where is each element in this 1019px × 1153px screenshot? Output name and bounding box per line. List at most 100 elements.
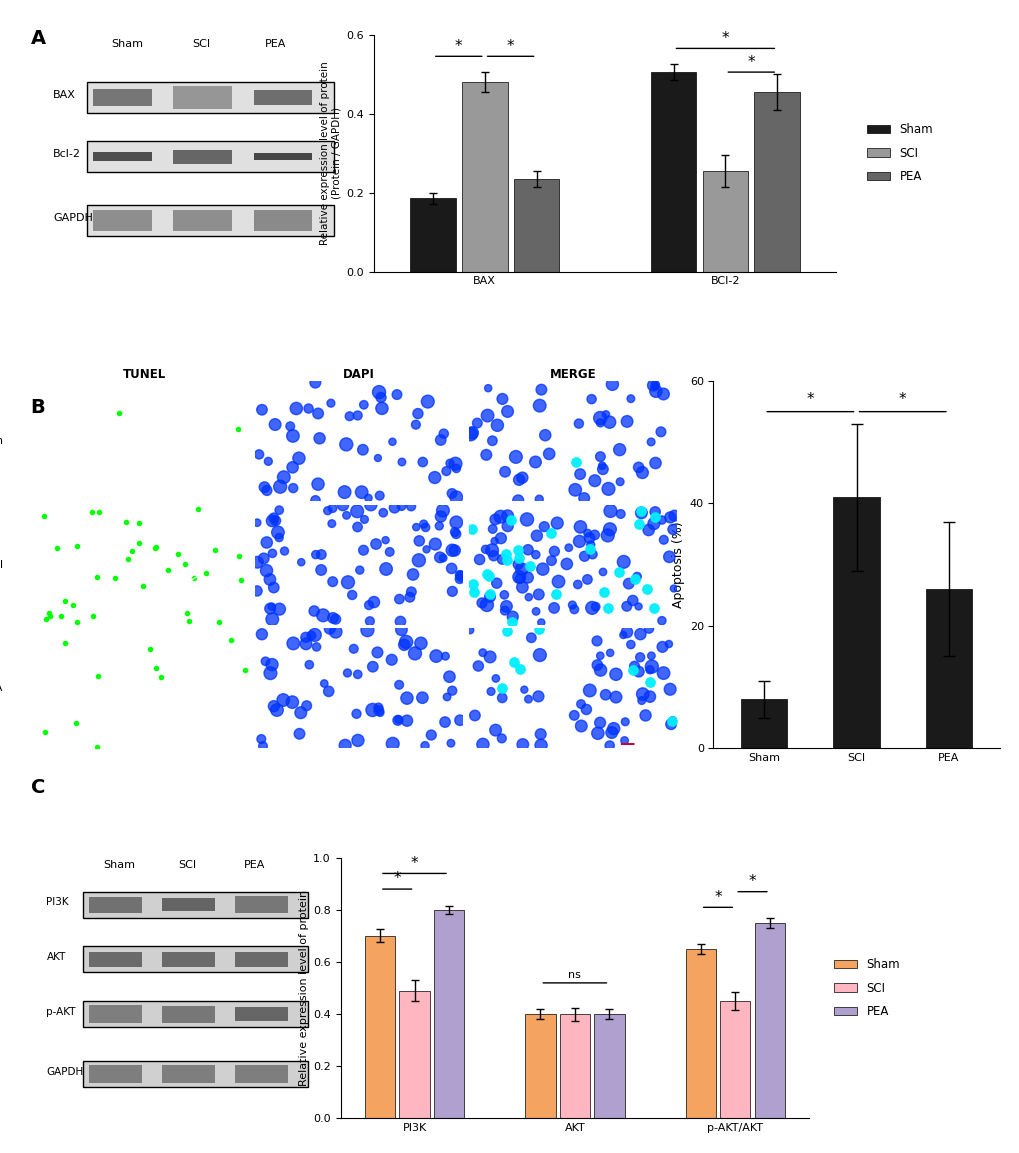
Point — [413, 634, 429, 653]
Point — [249, 553, 265, 572]
Point — [90, 666, 106, 685]
Point — [630, 663, 646, 681]
Point — [36, 507, 52, 526]
Point — [110, 404, 126, 422]
Text: SCI: SCI — [192, 39, 210, 48]
Point — [276, 542, 292, 560]
Point — [401, 588, 418, 606]
Point — [338, 506, 355, 525]
Point — [447, 513, 464, 532]
Point — [592, 414, 608, 432]
Point — [607, 688, 624, 707]
Point — [352, 560, 368, 579]
Text: Bcl-2: Bcl-2 — [53, 149, 82, 159]
Point — [532, 736, 548, 754]
Point — [148, 538, 164, 557]
Point — [497, 544, 514, 563]
Point — [443, 582, 460, 601]
FancyBboxPatch shape — [234, 896, 288, 913]
FancyBboxPatch shape — [173, 85, 232, 108]
Point — [596, 583, 612, 602]
Point — [190, 500, 206, 519]
Point — [428, 647, 444, 665]
Point — [147, 538, 163, 557]
Point — [655, 664, 672, 683]
Text: PI3K: PI3K — [47, 897, 69, 907]
Point — [414, 688, 430, 707]
Legend: Sham, SCI, PEA: Sham, SCI, PEA — [866, 123, 932, 183]
Point — [403, 497, 419, 515]
Point — [514, 560, 530, 579]
Point — [285, 634, 302, 653]
Point — [284, 693, 301, 711]
Point — [520, 541, 536, 559]
Point — [582, 536, 598, 555]
Point — [443, 681, 460, 700]
Point — [447, 525, 464, 543]
Y-axis label: Relative expression level of protein: Relative expression level of protein — [299, 890, 309, 1086]
Point — [527, 453, 543, 472]
Point — [49, 540, 65, 558]
Point — [437, 647, 453, 665]
Point — [446, 541, 463, 559]
Point — [647, 454, 663, 473]
Point — [576, 489, 592, 507]
Bar — [398, 990, 429, 1118]
Point — [571, 414, 587, 432]
Text: SCI: SCI — [178, 859, 196, 869]
Point — [319, 502, 335, 520]
Point — [647, 382, 663, 400]
Point — [375, 504, 391, 522]
Point — [284, 478, 301, 497]
Title: MERGE: MERGE — [549, 368, 595, 380]
Point — [260, 452, 276, 470]
Point — [254, 400, 270, 419]
Point — [640, 521, 656, 540]
Point — [423, 725, 439, 744]
Text: SCI: SCI — [0, 559, 3, 570]
Point — [123, 542, 140, 560]
Point — [579, 523, 595, 542]
FancyBboxPatch shape — [83, 1061, 308, 1087]
Point — [369, 643, 385, 662]
Point — [287, 399, 304, 417]
Point — [442, 734, 459, 753]
Point — [646, 508, 662, 527]
Point — [546, 542, 562, 560]
Point — [486, 532, 502, 550]
Point — [614, 552, 631, 571]
Point — [471, 550, 487, 568]
Text: *: * — [898, 392, 906, 407]
Point — [290, 449, 307, 467]
Point — [249, 582, 265, 601]
Point — [263, 597, 279, 616]
Point — [432, 431, 448, 450]
Point — [206, 541, 222, 559]
Point — [264, 512, 280, 530]
Point — [615, 731, 632, 749]
Point — [594, 460, 610, 478]
Point — [383, 650, 399, 669]
Point — [495, 586, 512, 604]
Title: DAPI: DAPI — [342, 368, 374, 380]
Point — [600, 480, 616, 498]
FancyBboxPatch shape — [234, 1008, 288, 1020]
Point — [550, 572, 567, 590]
Point — [177, 555, 194, 573]
Point — [339, 664, 356, 683]
Point — [487, 510, 503, 528]
Point — [481, 588, 497, 606]
Bar — [650, 73, 696, 271]
Point — [560, 538, 577, 557]
Point — [583, 390, 599, 408]
Point — [301, 656, 317, 675]
Point — [384, 432, 400, 451]
Point — [634, 685, 650, 703]
FancyBboxPatch shape — [87, 141, 333, 172]
Bar — [754, 92, 799, 271]
Point — [259, 533, 275, 551]
Point — [499, 402, 516, 421]
Point — [354, 483, 370, 502]
Point — [493, 679, 510, 698]
Point — [232, 571, 249, 589]
